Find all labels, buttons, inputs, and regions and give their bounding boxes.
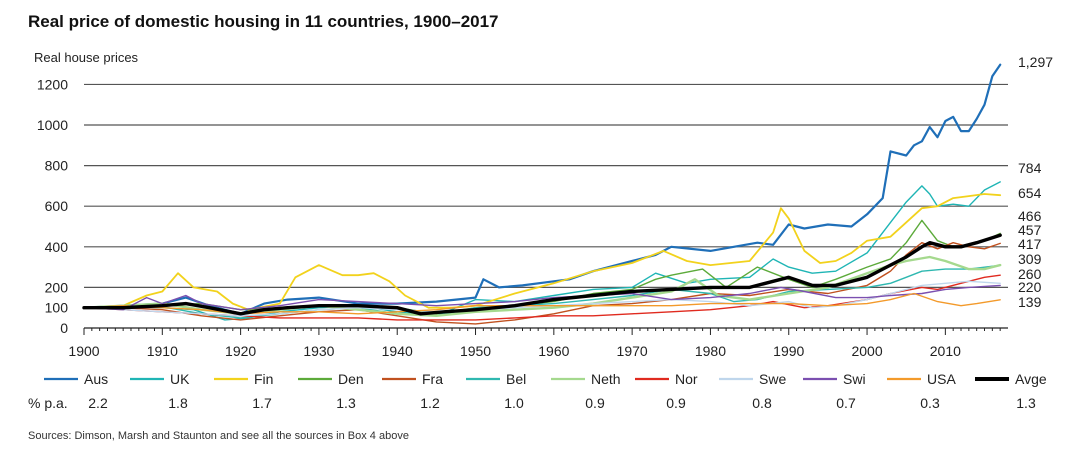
x-tick-label: 1970: [617, 343, 648, 359]
source-note: Sources: Dimson, Marsh and Staunton and …: [28, 430, 409, 442]
legend-label: Swe: [759, 371, 786, 387]
y-tick-label: 0: [60, 320, 68, 336]
x-tick-label: 1960: [538, 343, 569, 359]
series-line-swi: [83, 284, 1001, 311]
x-tick-label: 1950: [460, 343, 491, 359]
legend-label: USA: [927, 371, 956, 387]
x-tick-label: 1990: [773, 343, 804, 359]
rate-value: 1.3: [1016, 395, 1036, 411]
rate-value: 0.9: [666, 395, 686, 411]
rate-row-label: % p.a.: [28, 395, 68, 411]
x-tick-label: 1940: [382, 343, 413, 359]
rate-value: 0.8: [752, 395, 772, 411]
rate-value: 1.0: [504, 395, 524, 411]
end-label: 457: [1018, 222, 1042, 238]
end-label: 1,297: [1018, 54, 1053, 70]
y-tick-label: 1000: [37, 117, 68, 133]
legend-label: Avge: [1015, 371, 1047, 387]
legend-label: Neth: [591, 371, 621, 387]
x-tick-label: 2000: [851, 343, 882, 359]
series-line-nor: [83, 274, 1001, 321]
series-line-fin: [83, 193, 1002, 311]
legend-label: Fin: [254, 371, 273, 387]
legend-label: Den: [338, 371, 364, 387]
end-label: 417: [1018, 236, 1042, 252]
end-label: 654: [1018, 185, 1042, 201]
x-tick-label: 1920: [225, 343, 256, 359]
legend: Aus UK Fin Den Fra Bel Neth Nor Swe Swi USA Avge: [44, 371, 1047, 387]
series-line-bel: [83, 264, 1001, 319]
legend-label: Swi: [843, 371, 866, 387]
legend-label: UK: [170, 371, 190, 387]
rate-value: 1.7: [252, 395, 272, 411]
end-label: 260: [1018, 266, 1042, 282]
rate-value: 2.2: [88, 395, 108, 411]
rate-value: 1.8: [168, 395, 188, 411]
rate-value: 1.2: [420, 395, 440, 411]
legend-label: Aus: [84, 371, 108, 387]
x-tick-label: 1910: [147, 343, 178, 359]
rate-value: 1.3: [336, 395, 356, 411]
rate-value: 0.7: [836, 395, 856, 411]
legend-label: Nor: [675, 371, 698, 387]
gridlines: [84, 83, 1008, 289]
y-tick-label: 1200: [37, 76, 68, 92]
y-axis-ticks: 0 100 200 400 600 800 1000 1200: [37, 76, 68, 336]
end-label: 784: [1018, 160, 1042, 176]
rate-value: 0.3: [920, 395, 940, 411]
legend-label: Fra: [422, 371, 443, 387]
series-line-avge: [82, 233, 1002, 316]
y-tick-label: 600: [45, 198, 69, 214]
x-tick-label: 1930: [303, 343, 334, 359]
legend-label: Bel: [506, 371, 526, 387]
x-tick-label: 1900: [68, 343, 99, 359]
y-tick-label: 200: [45, 279, 69, 295]
series-lines: [82, 63, 1002, 325]
x-tick-label: 2010: [930, 343, 961, 359]
y-axis-label: Real house prices: [34, 50, 139, 65]
x-tick-label: 1980: [695, 343, 726, 359]
end-label: 139: [1018, 294, 1042, 310]
rate-value: 0.9: [585, 395, 605, 411]
y-tick-label: 800: [45, 158, 69, 174]
series-line-aus: [82, 63, 1002, 315]
x-axis: 1900 1910 1920 1930 1940 1950 1960 1970 1980 1990…: [68, 327, 1008, 359]
y-tick-label: 100: [45, 300, 69, 316]
end-label: 309: [1018, 251, 1042, 267]
rate-values: 2.2 1.8 1.7 1.3 1.2 1.0 0.9 0.9 0.8 0.7 0.3 1.3: [88, 395, 1036, 411]
y-tick-label: 400: [45, 239, 69, 255]
chart-title: Real price of domestic housing in 11 cou…: [28, 12, 499, 31]
end-label: 466: [1018, 208, 1042, 224]
end-label: 220: [1018, 279, 1042, 295]
